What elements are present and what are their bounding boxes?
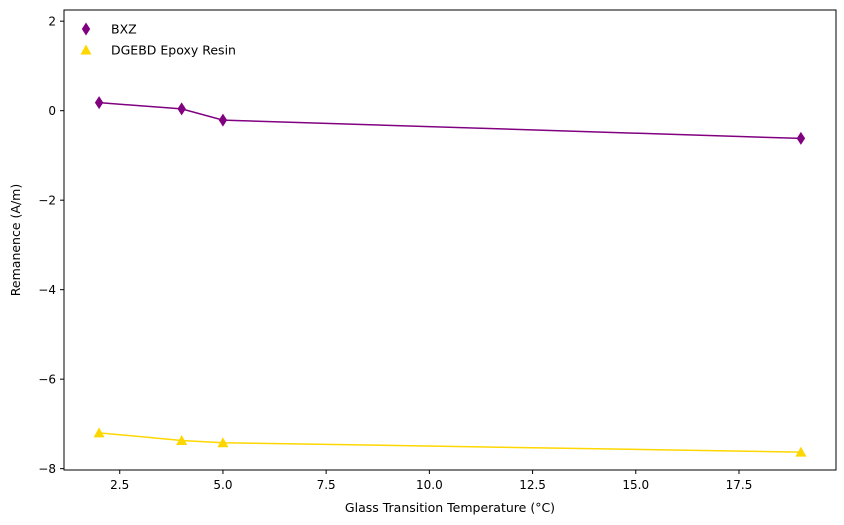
y-tick-label: −2 [38, 194, 56, 208]
legend-item: DGEBD Epoxy Resin [80, 43, 236, 58]
x-tick-label: 12.5 [519, 478, 546, 492]
y-tick-label: 0 [48, 104, 56, 118]
x-tick-label: 15.0 [622, 478, 649, 492]
data-point [93, 427, 105, 438]
series-2 [93, 427, 807, 457]
legend-label: BXZ [111, 22, 137, 37]
data-point [177, 102, 186, 116]
data-point [217, 437, 229, 448]
y-axis-label: Remanence (A/m) [8, 184, 23, 296]
x-tick-label: 2.5 [110, 478, 129, 492]
series-line [99, 432, 801, 453]
data-point [796, 131, 806, 145]
y-tick-label: −8 [38, 462, 56, 476]
x-tick-label: 5.0 [213, 478, 232, 492]
series-1 [94, 96, 806, 145]
x-axis: 2.5 5.0 7.5 10.0 12.5 15.0 17.5 [110, 470, 752, 492]
y-tick-label: −4 [38, 283, 56, 297]
plot-marks [93, 96, 807, 457]
legend-marker [80, 44, 92, 55]
x-axis-label: Glass Transition Temperature (°C) [345, 500, 555, 515]
legend-label: DGEBD Epoxy Resin [111, 43, 236, 58]
data-point [218, 113, 228, 127]
x-tick-label: 10.0 [416, 478, 443, 492]
y-tick-label: 2 [48, 15, 56, 29]
legend-item: BXZ [81, 22, 137, 37]
series-line [99, 101, 801, 140]
y-tick-label: −6 [38, 373, 56, 387]
data-point [176, 434, 188, 445]
data-point [94, 96, 104, 110]
legend-marker [81, 22, 91, 36]
legend: BXZ DGEBD Epoxy Resin [80, 22, 236, 58]
data-point [795, 446, 807, 457]
x-tick-label: 17.5 [726, 478, 753, 492]
y-axis: −8 −6 −4 −2 0 2 [38, 15, 64, 476]
x-tick-label: 7.5 [317, 478, 336, 492]
plot-frame [63, 9, 837, 471]
